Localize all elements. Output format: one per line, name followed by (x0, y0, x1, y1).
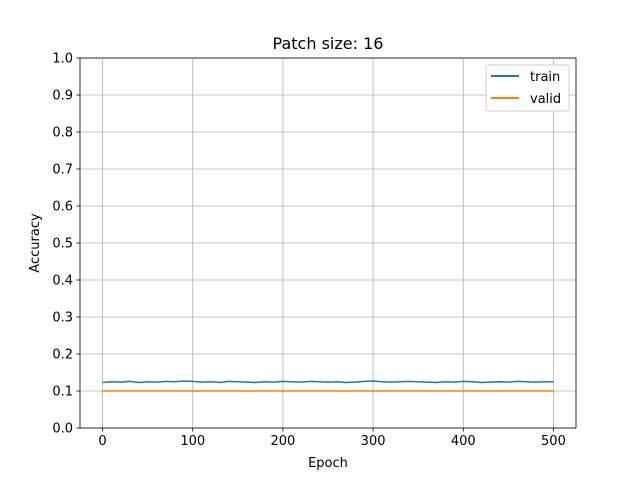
y-tick-label: 0.5 (52, 237, 73, 252)
x-tick-label: 500 (541, 434, 566, 449)
y-tick-label: 0.6 (52, 200, 73, 215)
y-tick-label: 1.0 (52, 52, 73, 67)
legend-label-valid: valid (530, 92, 561, 107)
y-tick-label: 0.3 (52, 311, 73, 326)
x-tick-label: 300 (361, 434, 386, 449)
axis-ticks: 0 100 200 300 400 500 0.0 0.1 0.2 0.3 0.4 0.5 0.6 0.7… (52, 52, 566, 450)
y-axis-label: Accuracy (28, 213, 43, 273)
series-line-train (102, 380, 554, 384)
x-tick-label: 100 (180, 434, 205, 449)
y-tick-label: 0.9 (52, 89, 73, 104)
y-tick-label: 0.8 (52, 126, 73, 141)
x-axis-label: Epoch (308, 456, 348, 471)
x-tick-label: 0 (98, 434, 106, 449)
y-tick-label: 0.7 (52, 163, 73, 178)
legend: train valid (485, 64, 570, 112)
y-tick-label: 0.0 (52, 422, 73, 437)
x-tick-label: 400 (451, 434, 476, 449)
y-tick-label: 0.4 (52, 274, 73, 289)
chart-title: Patch size: 16 (273, 34, 384, 53)
y-tick-label: 0.2 (52, 348, 73, 363)
series-layer (102, 380, 554, 392)
x-tick-label: 200 (270, 434, 295, 449)
legend-label-train: train (530, 70, 560, 85)
y-tick-label: 0.1 (52, 385, 73, 400)
